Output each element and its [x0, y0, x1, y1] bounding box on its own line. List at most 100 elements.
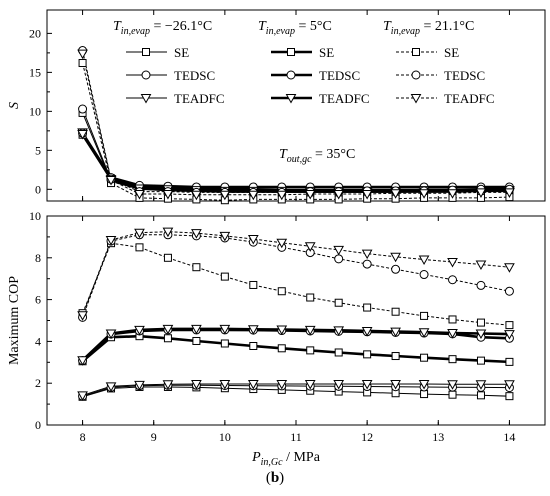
data-point-teadfc: [247, 325, 259, 335]
plot-frame: [46, 215, 546, 426]
series-line-tedsc-2: [82, 50, 510, 193]
data-point-teadfc: [191, 229, 202, 239]
data-point-teadfc: [191, 324, 202, 335]
data-point-teadfc: [134, 325, 145, 336]
data-point-teadfc: [504, 188, 515, 198]
y-tick-label: 6: [35, 293, 41, 307]
data-point-teadfc: [333, 326, 345, 336]
figure-caption: (b): [0, 470, 550, 487]
data-point-tedsc: [504, 286, 514, 296]
data-point-teadfc: [162, 380, 174, 390]
x-tick-label: 13: [432, 430, 444, 444]
data-point-se: [420, 353, 429, 362]
legend-label-se: SE: [444, 45, 459, 60]
series-line-teadfc-2: [82, 53, 510, 196]
data-point-se: [391, 352, 400, 361]
data-point-teadfc: [447, 380, 458, 390]
data-point-se: [505, 392, 514, 401]
top-panel: 0 5 10 15 20 S: [7, 9, 546, 205]
data-point-teadfc: [105, 236, 117, 246]
series-line-tedsc-2: [82, 234, 510, 318]
legend-marker-square: [287, 48, 295, 56]
legend: Tin,evap = −26.1°C SE TEDSC TEADFC Tin,evap …: [113, 19, 495, 165]
y-axis-label: S: [7, 102, 22, 109]
data-point-teadfc: [105, 175, 117, 186]
bottom-panel: 0 2 4 6 8 10 8 9 10 11 12 13 14 Maximum COP Pin,Gc / M…: [7, 209, 546, 468]
x-tick-label: 14: [503, 430, 515, 444]
data-point-teadfc: [390, 189, 401, 199]
data-point-se: [192, 336, 201, 345]
data-point-tedsc: [334, 254, 344, 264]
series-line-se-0: [82, 112, 510, 193]
data-point-teadfc: [390, 327, 401, 338]
data-point-se: [334, 348, 343, 357]
data-point-teadfc: [447, 329, 458, 339]
legend-marker-circle: [141, 70, 151, 80]
series-line-teadfc-1: [81, 327, 510, 362]
y-tick-label: 10: [29, 209, 41, 223]
data-point-teadfc: [304, 380, 316, 390]
legend-title-0: Tin,evap = −26.1°C: [113, 19, 212, 37]
legend-marker-triangle: [140, 94, 152, 104]
legend-title-2: Tin,evap = 21.1°C: [383, 19, 474, 37]
data-point-se: [249, 280, 258, 289]
legend-marker-circle: [286, 70, 296, 80]
x-tick-label: 9: [151, 430, 157, 444]
data-point-teadfc: [418, 189, 430, 199]
data-point-teadfc: [418, 255, 430, 265]
data-point-se: [448, 315, 457, 324]
data-point-teadfc: [390, 252, 401, 263]
data-point-se: [391, 307, 400, 316]
y-tick-label: 5: [35, 143, 41, 157]
data-point-teadfc: [219, 380, 231, 390]
legend-note: Tout,gc = 35°C: [279, 147, 355, 165]
data-point-se: [249, 341, 258, 350]
series-line-tedsc-1: [81, 132, 510, 189]
data-point-teadfc: [504, 380, 515, 390]
data-point-teadfc: [304, 242, 316, 252]
data-point-teadfc: [333, 380, 345, 390]
data-point-se: [420, 311, 429, 320]
data-point-teadfc: [134, 380, 145, 391]
legend-marker-circle: [411, 70, 421, 80]
x-tick-label: 10: [219, 430, 231, 444]
caption-close: ): [279, 470, 285, 486]
data-point-teadfc: [219, 324, 231, 335]
x-axis-label: Pin,Gc / MPa: [251, 450, 321, 468]
series-line-se-0: [82, 386, 510, 398]
data-point-se: [192, 263, 201, 272]
data-point-teadfc: [134, 228, 145, 239]
series-line-teadfc-2: [82, 231, 510, 316]
series-line-se-1: [81, 334, 510, 364]
data-point-tedsc: [448, 275, 458, 285]
data-point-teadfc: [77, 49, 88, 60]
series-line-tedsc-0: [82, 384, 510, 397]
data-point-teadfc: [475, 380, 487, 390]
data-point-teadfc: [247, 380, 259, 390]
data-point-teadfc: [361, 189, 373, 200]
series-line-se-2: [82, 62, 510, 201]
data-point-teadfc: [247, 234, 259, 245]
legend-label-tedsc: TEDSC: [444, 68, 485, 83]
data-point-teadfc: [219, 231, 231, 242]
data-point-teadfc: [77, 129, 88, 140]
data-point-tedsc: [78, 104, 88, 114]
series-line-tedsc-0: [82, 108, 510, 192]
data-point-teadfc: [390, 380, 401, 390]
data-point-teadfc: [134, 189, 145, 200]
data-point-teadfc: [475, 260, 487, 271]
legend-label-se: SE: [319, 45, 334, 60]
data-point-teadfc: [447, 257, 458, 268]
legend-label-teadfc: TEADFC: [174, 91, 225, 106]
data-point-se: [220, 272, 229, 281]
data-point-se: [334, 298, 343, 307]
caption-letter: b: [270, 470, 280, 486]
x-tick-label: 12: [361, 430, 373, 444]
legend-label-se: SE: [174, 45, 189, 60]
data-point-teadfc: [475, 329, 487, 339]
data-point-teadfc: [504, 263, 515, 273]
data-point-teadfc: [276, 238, 288, 249]
data-point-se: [135, 243, 144, 252]
data-point-teadfc: [447, 189, 458, 199]
